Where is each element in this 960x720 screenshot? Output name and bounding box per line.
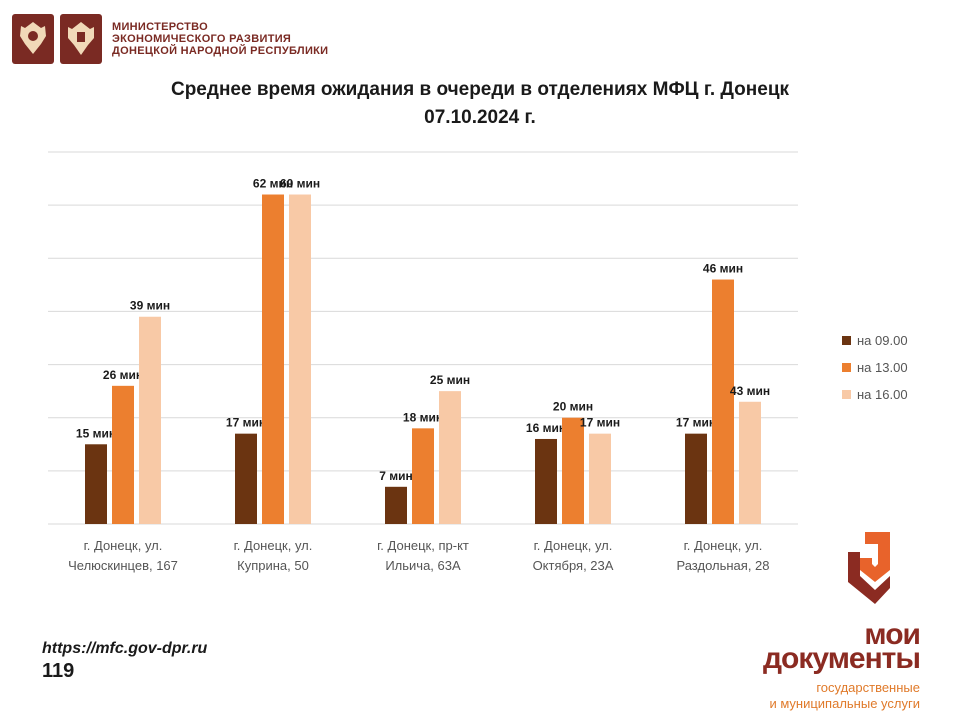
bar (235, 433, 257, 524)
bar (712, 279, 734, 524)
legend-swatch (842, 336, 851, 345)
bar (385, 486, 407, 524)
bar (412, 428, 434, 524)
category-label: г. Донецк, ул. (234, 538, 313, 553)
data-label: 17 мин (580, 416, 620, 430)
header: МИНИСТЕРСТВО ЭКОНОМИЧЕСКОГО РАЗВИТИЯ ДОН… (12, 14, 328, 64)
bar-chart: 15 мин 26 мин 39 мин г. Донецк, ул. Челюскин… (48, 151, 908, 573)
legend-swatch (842, 390, 851, 399)
data-label: 17 мин (226, 416, 266, 430)
bar (739, 401, 761, 524)
data-label: 39 мин (130, 299, 170, 313)
ministry-name: МИНИСТЕРСТВО ЭКОНОМИЧЕСКОГО РАЗВИТИЯ ДОН… (112, 21, 328, 57)
data-label: 20 мин (553, 400, 593, 414)
category-label: Октября, 23А (533, 558, 614, 573)
data-label: 16 мин (526, 421, 566, 435)
bar (85, 444, 107, 524)
data-label: 26 мин (103, 368, 143, 382)
category-label: Челюскинцев, 167 (68, 558, 178, 573)
category-label: Куприна, 50 (237, 558, 309, 573)
russia-coat-of-arms-icon (12, 14, 54, 64)
legend-label: на 16.00 (857, 387, 908, 402)
data-label: 43 мин (730, 384, 770, 398)
category-label: г. Донецк, пр-кт (377, 538, 469, 553)
page-number: 119 (42, 660, 75, 682)
bar (562, 417, 584, 524)
bar (139, 316, 161, 524)
ministry-line-3: ДОНЕЦКОЙ НАРОДНОЙ РЕСПУБЛИКИ (112, 45, 329, 57)
moi-dokumenty-brand: мои документы государственные и муниципа… (690, 530, 921, 711)
brand-subtitle-1: государственные (816, 680, 920, 695)
chart-title-line-1: Среднее время ожидания в очереди в отдел… (170, 79, 790, 100)
dpr-coat-of-arms-icon (60, 14, 102, 64)
category-label: г. Донецк, ул. (534, 538, 613, 553)
data-label: 15 мин (76, 426, 116, 440)
chart-title: Среднее время ожидания в очереди в отдел… (0, 76, 960, 132)
data-label: 46 мин (703, 262, 743, 276)
bar (262, 194, 284, 524)
brand-line-2: документы (763, 642, 921, 675)
website-url[interactable]: https://mfc.gov-dpr.ru (42, 640, 208, 657)
data-label: 7 мин (379, 469, 413, 483)
moi-dokumenty-logo-icon (848, 532, 890, 604)
legend-swatch (842, 363, 851, 372)
legend-label: на 13.00 (857, 360, 908, 375)
bar (289, 194, 311, 524)
ministry-line-1: МИНИСТЕРСТВО (112, 21, 208, 33)
category-label: г. Донецк, ул. (684, 538, 763, 553)
ministry-line-2: ЭКОНОМИЧЕСКОГО РАЗВИТИЯ (112, 33, 292, 45)
brand-subtitle-2: и муниципальные услуги (769, 696, 920, 711)
bar (685, 433, 707, 524)
data-label: 18 мин (403, 410, 443, 424)
bar (589, 433, 611, 524)
bar (112, 385, 134, 524)
data-label: 17 мин (676, 416, 716, 430)
brand-line-1: мои (864, 618, 921, 651)
category-label: г. Донецк, ул. (84, 538, 163, 553)
legend-label: на 09.00 (857, 333, 908, 348)
bar (535, 438, 557, 524)
chart-title-line-2: 07.10.2024 г. (424, 107, 536, 128)
category-label: Ильича, 63А (385, 558, 461, 573)
data-label: 25 мин (430, 373, 470, 387)
data-label: 62 мин (253, 177, 293, 191)
category-label: Раздольная, 28 (676, 558, 769, 573)
bar (439, 391, 461, 524)
data-label: 60 мин (280, 177, 320, 191)
